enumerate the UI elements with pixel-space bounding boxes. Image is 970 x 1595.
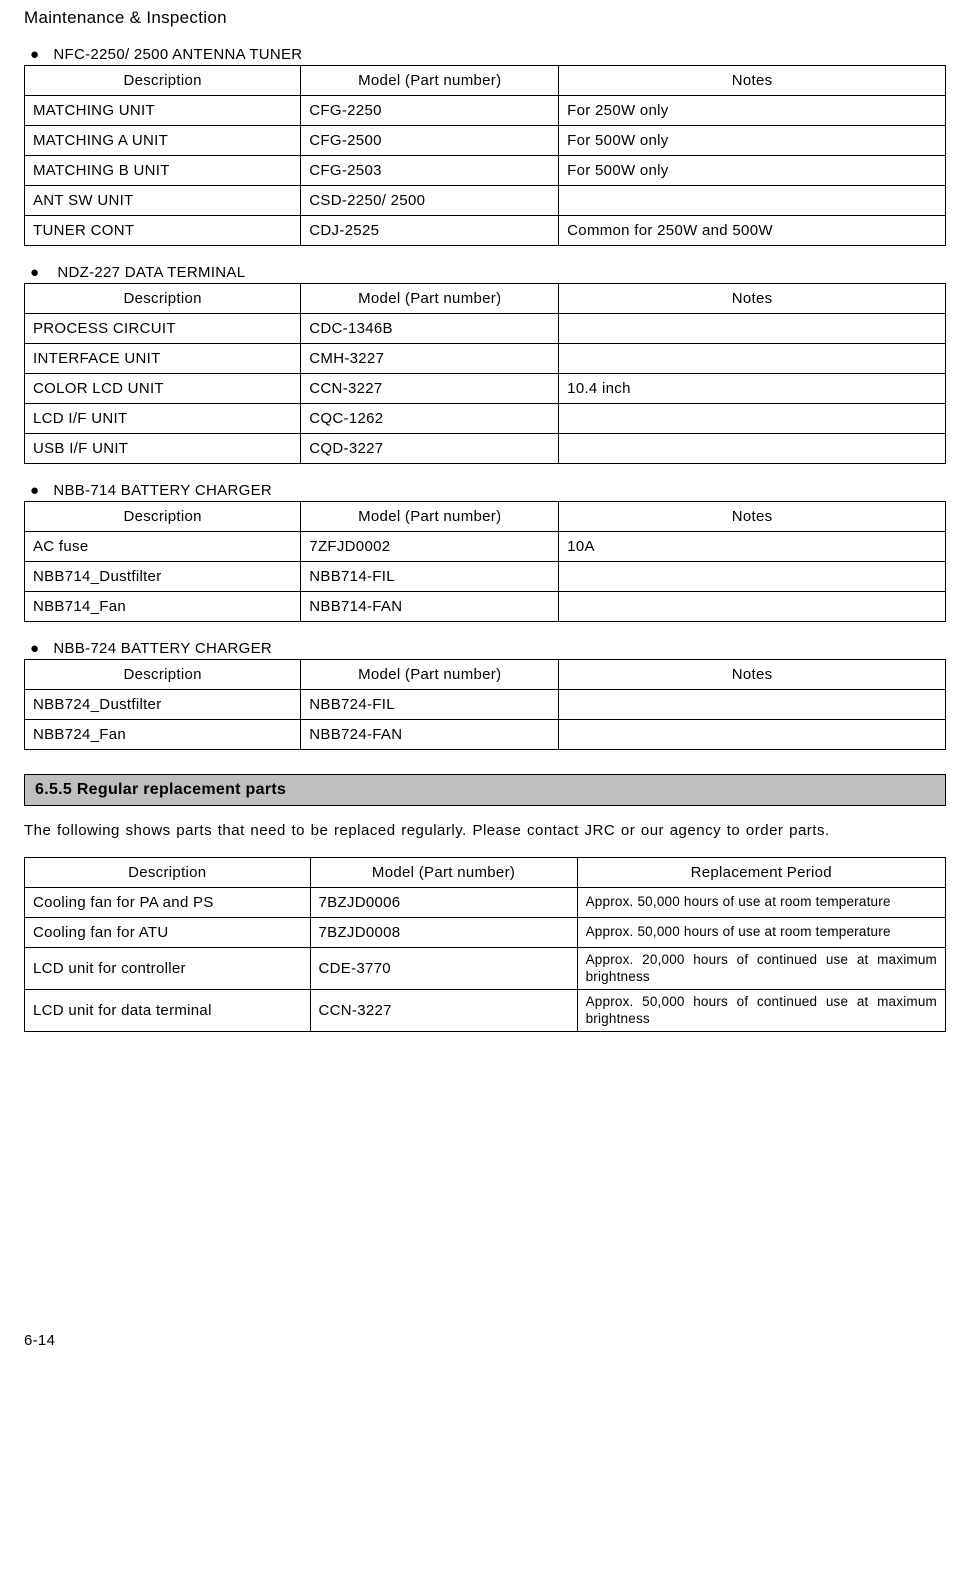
table-row: MATCHING B UNITCFG-2503For 500W only: [25, 156, 946, 186]
table-data-terminal: Description Model (Part number) Notes PR…: [24, 283, 946, 464]
table2-col-notes: Notes: [559, 284, 946, 314]
table1-col-desc: Description: [25, 66, 301, 96]
table-nbb714: Description Model (Part number) Notes AC…: [24, 501, 946, 622]
table-row: NBB724_DustfilterNBB724-FIL: [25, 690, 946, 720]
page-number: 6-14: [24, 1332, 946, 1349]
table4-col-model: Model (Part number): [301, 660, 559, 690]
table4-col-desc: Description: [25, 660, 301, 690]
table-row: NBB714_FanNBB714-FAN: [25, 592, 946, 622]
table-row: COLOR LCD UNITCCN-322710.4 inch: [25, 374, 946, 404]
table-row: LCD unit for controllerCDE-3770Approx. 2…: [25, 947, 946, 989]
table5-col-model: Model (Part number): [310, 857, 577, 887]
table-row: USB I/F UNITCQD-3227: [25, 434, 946, 464]
table-row: LCD unit for data terminalCCN-3227Approx…: [25, 989, 946, 1031]
table-row: INTERFACE UNITCMH-3227: [25, 344, 946, 374]
page-header: Maintenance & Inspection: [24, 8, 946, 28]
table-nbb724: Description Model (Part number) Notes NB…: [24, 659, 946, 750]
table4-title: NBB-724 BATTERY CHARGER: [24, 640, 946, 657]
table3-title: NBB-714 BATTERY CHARGER: [24, 482, 946, 499]
table2-col-desc: Description: [25, 284, 301, 314]
table3-col-notes: Notes: [559, 502, 946, 532]
section-text-655: The following shows parts that need to b…: [24, 820, 946, 843]
table-antenna-tuner: Description Model (Part number) Notes MA…: [24, 65, 946, 246]
table-row: NBB724_FanNBB724-FAN: [25, 720, 946, 750]
section-heading-655: 6.5.5 Regular replacement parts: [24, 774, 946, 806]
table-row: NBB714_DustfilterNBB714-FIL: [25, 562, 946, 592]
table-row: PROCESS CIRCUITCDC-1346B: [25, 314, 946, 344]
table-row: TUNER CONTCDJ-2525Common for 250W and 50…: [25, 216, 946, 246]
table-row: Cooling fan for PA and PS7BZJD0006Approx…: [25, 887, 946, 917]
table2-col-model: Model (Part number): [301, 284, 559, 314]
table-row: ANT SW UNITCSD-2250/ 2500: [25, 186, 946, 216]
table4-col-notes: Notes: [559, 660, 946, 690]
table-row: AC fuse7ZFJD000210A: [25, 532, 946, 562]
table1-col-notes: Notes: [559, 66, 946, 96]
table3-col-model: Model (Part number): [301, 502, 559, 532]
table1-title: NFC-2250/ 2500 ANTENNA TUNER: [24, 46, 946, 63]
table1-col-model: Model (Part number): [301, 66, 559, 96]
table2-title: NDZ-227 DATA TERMINAL: [24, 264, 946, 281]
table-row: LCD I/F UNITCQC-1262: [25, 404, 946, 434]
table3-col-desc: Description: [25, 502, 301, 532]
table5-col-desc: Description: [25, 857, 311, 887]
table-row: MATCHING UNITCFG-2250For 250W only: [25, 96, 946, 126]
table-replacement-parts: Description Model (Part number) Replacem…: [24, 857, 946, 1032]
table-row: MATCHING A UNITCFG-2500For 500W only: [25, 126, 946, 156]
table5-col-period: Replacement Period: [577, 857, 945, 887]
table-row: Cooling fan for ATU7BZJD0008Approx. 50,0…: [25, 917, 946, 947]
